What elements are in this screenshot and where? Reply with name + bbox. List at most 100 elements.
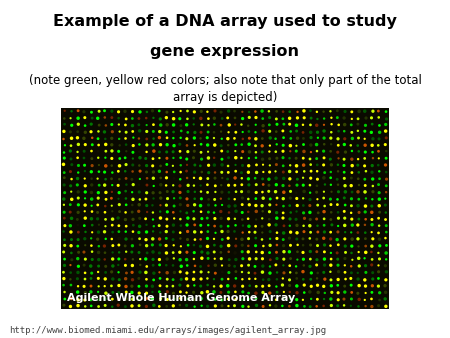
- Point: [170, 222, 177, 228]
- Point: [170, 122, 177, 128]
- Point: [272, 149, 279, 154]
- Point: [266, 209, 273, 214]
- Point: [314, 283, 321, 288]
- Point: [349, 236, 356, 242]
- Point: [287, 136, 294, 141]
- Point: [382, 290, 389, 295]
- Point: [74, 149, 81, 154]
- Point: [273, 230, 280, 235]
- Point: [382, 142, 389, 147]
- Point: [376, 129, 383, 135]
- Point: [129, 263, 136, 268]
- Point: [74, 222, 81, 228]
- Point: [348, 122, 355, 127]
- Point: [88, 169, 95, 174]
- Point: [361, 156, 368, 161]
- Point: [191, 162, 198, 168]
- Point: [294, 249, 301, 255]
- Point: [81, 276, 89, 282]
- Point: [197, 183, 204, 188]
- Point: [252, 243, 259, 248]
- Point: [313, 183, 320, 189]
- Point: [314, 196, 321, 202]
- Point: [122, 169, 129, 174]
- Point: [258, 203, 265, 208]
- Point: [361, 297, 369, 303]
- Point: [279, 128, 287, 134]
- Point: [355, 249, 362, 255]
- Point: [342, 276, 349, 282]
- Point: [342, 202, 349, 208]
- Point: [101, 108, 108, 114]
- Point: [273, 142, 280, 147]
- Point: [260, 304, 267, 309]
- Point: [259, 176, 266, 182]
- Point: [123, 289, 130, 295]
- Point: [238, 210, 246, 215]
- Point: [225, 296, 232, 302]
- Point: [286, 109, 293, 115]
- Point: [135, 209, 142, 214]
- Point: [149, 296, 156, 301]
- Point: [328, 290, 335, 295]
- Point: [115, 242, 122, 248]
- Point: [258, 223, 265, 229]
- Point: [128, 303, 135, 309]
- Point: [142, 270, 149, 275]
- Point: [341, 142, 348, 147]
- Point: [375, 269, 382, 274]
- Point: [198, 122, 205, 128]
- Point: [170, 189, 177, 194]
- Point: [95, 222, 103, 227]
- Point: [362, 263, 369, 268]
- Point: [95, 263, 102, 269]
- Point: [266, 250, 273, 255]
- Point: [184, 215, 191, 221]
- Point: [252, 175, 259, 181]
- Point: [198, 129, 205, 135]
- Point: [88, 156, 95, 161]
- Point: [361, 222, 369, 227]
- Point: [211, 210, 218, 215]
- Point: [184, 263, 191, 268]
- Point: [347, 210, 355, 216]
- Point: [252, 149, 260, 155]
- Point: [150, 196, 157, 201]
- Point: [60, 269, 67, 275]
- Point: [94, 202, 101, 208]
- Point: [225, 170, 232, 175]
- Point: [300, 223, 307, 228]
- Point: [177, 155, 184, 161]
- Point: [293, 297, 300, 302]
- Point: [307, 115, 315, 121]
- Point: [260, 169, 267, 175]
- Point: [116, 136, 123, 142]
- Point: [108, 136, 115, 141]
- Point: [273, 236, 280, 241]
- Point: [81, 168, 89, 174]
- Point: [101, 229, 108, 235]
- Point: [129, 190, 136, 195]
- Point: [205, 202, 212, 208]
- Point: [266, 202, 273, 208]
- Point: [149, 156, 157, 162]
- Point: [60, 229, 67, 234]
- Point: [307, 249, 314, 254]
- Point: [170, 210, 177, 215]
- Text: gene expression: gene expression: [150, 44, 300, 59]
- Point: [197, 237, 204, 242]
- Point: [335, 128, 342, 134]
- Point: [259, 230, 266, 235]
- Point: [362, 149, 369, 155]
- Point: [204, 142, 211, 148]
- Point: [369, 283, 376, 288]
- Point: [149, 217, 157, 222]
- Point: [231, 229, 238, 234]
- Point: [156, 149, 163, 155]
- Point: [383, 116, 390, 122]
- Point: [184, 196, 191, 201]
- Point: [109, 290, 117, 295]
- Point: [334, 197, 341, 202]
- Point: [272, 136, 279, 141]
- Point: [342, 109, 349, 114]
